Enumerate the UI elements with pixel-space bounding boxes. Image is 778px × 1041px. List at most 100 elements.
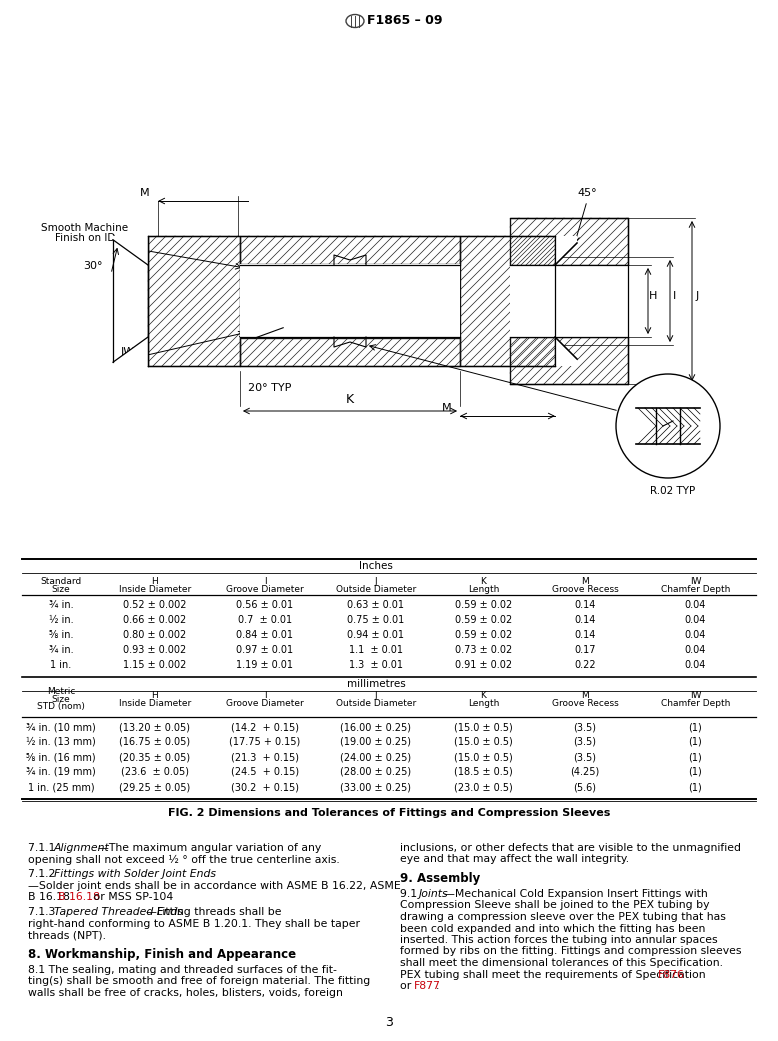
Polygon shape (113, 337, 148, 366)
Text: (4.25): (4.25) (570, 767, 600, 777)
Text: (15.0 ± 0.5): (15.0 ± 0.5) (454, 737, 513, 747)
Bar (510, 337, 628, 384)
Text: F877: F877 (414, 981, 441, 991)
Text: 0.7  ± 0.01: 0.7 ± 0.01 (238, 615, 292, 625)
Text: (5.6): (5.6) (573, 782, 597, 792)
Text: 0.84 ± 0.01: 0.84 ± 0.01 (237, 630, 293, 640)
Text: 9.1: 9.1 (400, 889, 421, 899)
Text: IW: IW (121, 347, 135, 357)
Text: 0.22: 0.22 (574, 660, 596, 670)
Text: 0.63 ± 0.01: 0.63 ± 0.01 (348, 600, 405, 610)
Text: IW: IW (690, 577, 701, 585)
Text: 0.52 ± 0.002: 0.52 ± 0.002 (123, 600, 187, 610)
Text: 1.19 ± 0.01: 1.19 ± 0.01 (237, 660, 293, 670)
Text: Compression Sleeve shall be joined to the PEX tubing by: Compression Sleeve shall be joined to th… (400, 900, 710, 911)
Text: —Mechanical Cold Expansion Insert Fittings with: —Mechanical Cold Expansion Insert Fittin… (444, 889, 708, 899)
Text: (1): (1) (689, 752, 703, 762)
Polygon shape (113, 236, 148, 265)
Text: Size: Size (51, 584, 70, 593)
Text: drawing a compression sleeve over the PEX tubing that has: drawing a compression sleeve over the PE… (400, 912, 726, 922)
Text: or: or (400, 981, 415, 991)
Text: J: J (375, 577, 377, 585)
Text: 0.93 ± 0.002: 0.93 ± 0.002 (124, 645, 187, 655)
Text: —The maximum angular variation of any: —The maximum angular variation of any (98, 843, 321, 853)
Text: (13.20 ± 0.05): (13.20 ± 0.05) (120, 722, 191, 732)
Text: 7.1.2: 7.1.2 (28, 869, 59, 880)
Text: threads (NPT).: threads (NPT). (28, 931, 106, 940)
Text: 0.97 ± 0.01: 0.97 ± 0.01 (237, 645, 293, 655)
Text: Groove Recess: Groove Recess (552, 699, 619, 708)
Text: F1865 – 09: F1865 – 09 (367, 15, 443, 27)
Text: 0.14: 0.14 (574, 615, 596, 625)
Text: right-hand conforming to ASME B 1.20.1. They shall be taper: right-hand conforming to ASME B 1.20.1. … (28, 919, 360, 929)
Text: formed by ribs on the fitting. Fittings and compression sleeves: formed by ribs on the fitting. Fittings … (400, 946, 741, 957)
Text: (15.0 ± 0.5): (15.0 ± 0.5) (454, 722, 513, 732)
Text: (17.75 + 0.15): (17.75 + 0.15) (230, 737, 300, 747)
Text: ⅝ in.: ⅝ in. (49, 630, 73, 640)
Text: inserted. This action forces the tubing into annular spaces: inserted. This action forces the tubing … (400, 935, 717, 945)
Text: 0.59 ± 0.02: 0.59 ± 0.02 (455, 630, 512, 640)
Bar (460, 236, 555, 366)
Text: (20.35 ± 0.05): (20.35 ± 0.05) (120, 752, 191, 762)
Text: 0.14: 0.14 (574, 600, 596, 610)
Text: (33.00 ± 0.25): (33.00 ± 0.25) (341, 782, 412, 792)
Text: (23.6  ± 0.05): (23.6 ± 0.05) (121, 767, 189, 777)
Text: ½ in. (13 mm): ½ in. (13 mm) (26, 737, 96, 747)
Text: K: K (481, 690, 486, 700)
Text: I: I (264, 690, 266, 700)
Text: 7.1.3: 7.1.3 (28, 908, 59, 917)
Text: ¾ in. (10 mm): ¾ in. (10 mm) (26, 722, 96, 732)
Text: F876: F876 (658, 969, 685, 980)
Text: (19.00 ± 0.25): (19.00 ± 0.25) (341, 737, 412, 747)
Text: Inches: Inches (359, 561, 393, 572)
Text: inclusions, or other defects that are visible to the unmagnified: inclusions, or other defects that are vi… (400, 843, 741, 853)
Text: I: I (264, 577, 266, 585)
Text: 1.1  ± 0.01: 1.1 ± 0.01 (349, 645, 403, 655)
Text: Finish on ID: Finish on ID (54, 233, 115, 243)
Circle shape (616, 374, 720, 478)
Text: Size: Size (51, 694, 70, 704)
Text: 0.75 ± 0.01: 0.75 ± 0.01 (347, 615, 405, 625)
Text: (30.2  + 0.15): (30.2 + 0.15) (231, 782, 299, 792)
Text: .: . (436, 981, 440, 991)
Text: (14.2  + 0.15): (14.2 + 0.15) (231, 722, 299, 732)
Text: opening shall not exceed ½ ° off the true centerline axis.: opening shall not exceed ½ ° off the tru… (28, 855, 340, 865)
Text: Smooth Machine: Smooth Machine (41, 223, 128, 233)
Text: FIG. 2 Dimensions and Tolerances of Fittings and Compression Sleeves: FIG. 2 Dimensions and Tolerances of Fitt… (168, 808, 610, 818)
Text: (16.75 ± 0.05): (16.75 ± 0.05) (120, 737, 191, 747)
Text: Outside Diameter: Outside Diameter (336, 584, 416, 593)
Text: shall meet the dimensional tolerances of this Specification.: shall meet the dimensional tolerances of… (400, 958, 723, 968)
Text: H: H (649, 291, 657, 301)
Text: Alignment: Alignment (54, 843, 110, 853)
Text: 0.04: 0.04 (685, 645, 706, 655)
Text: 8. Workmanship, Finish and Appearance: 8. Workmanship, Finish and Appearance (28, 947, 296, 961)
Text: 20° TYP: 20° TYP (248, 383, 292, 393)
Text: —Fitting threads shall be: —Fitting threads shall be (146, 908, 282, 917)
Text: Length: Length (468, 699, 499, 708)
Text: K: K (346, 393, 354, 406)
Text: 1.15 ± 0.002: 1.15 ± 0.002 (123, 660, 187, 670)
Text: 45°: 45° (577, 188, 597, 198)
Bar (460, 236, 555, 366)
Text: 0.56 ± 0.01: 0.56 ± 0.01 (237, 600, 293, 610)
Text: 30°: 30° (83, 261, 103, 271)
Text: M: M (581, 690, 589, 700)
Text: millimetres: millimetres (347, 679, 405, 689)
Text: 3: 3 (385, 1016, 393, 1030)
Polygon shape (555, 236, 577, 265)
Text: IW: IW (690, 690, 701, 700)
Text: 0.66 ± 0.002: 0.66 ± 0.002 (124, 615, 187, 625)
Text: Length: Length (468, 584, 499, 593)
Text: eye and that may affect the wall integrity.: eye and that may affect the wall integri… (400, 855, 629, 864)
Text: (1): (1) (689, 782, 703, 792)
Text: 0.14: 0.14 (574, 630, 596, 640)
Text: (3.5): (3.5) (573, 752, 597, 762)
Text: (29.25 ± 0.05): (29.25 ± 0.05) (119, 782, 191, 792)
Text: 1 in. (25 mm): 1 in. (25 mm) (28, 782, 94, 792)
Text: I: I (674, 291, 677, 301)
Bar (240, 338, 460, 366)
Text: Chamfer Depth: Chamfer Depth (661, 699, 731, 708)
Text: Tapered Threaded Ends: Tapered Threaded Ends (54, 908, 183, 917)
Text: Outside Diameter: Outside Diameter (336, 699, 416, 708)
Text: 0.04: 0.04 (685, 615, 706, 625)
